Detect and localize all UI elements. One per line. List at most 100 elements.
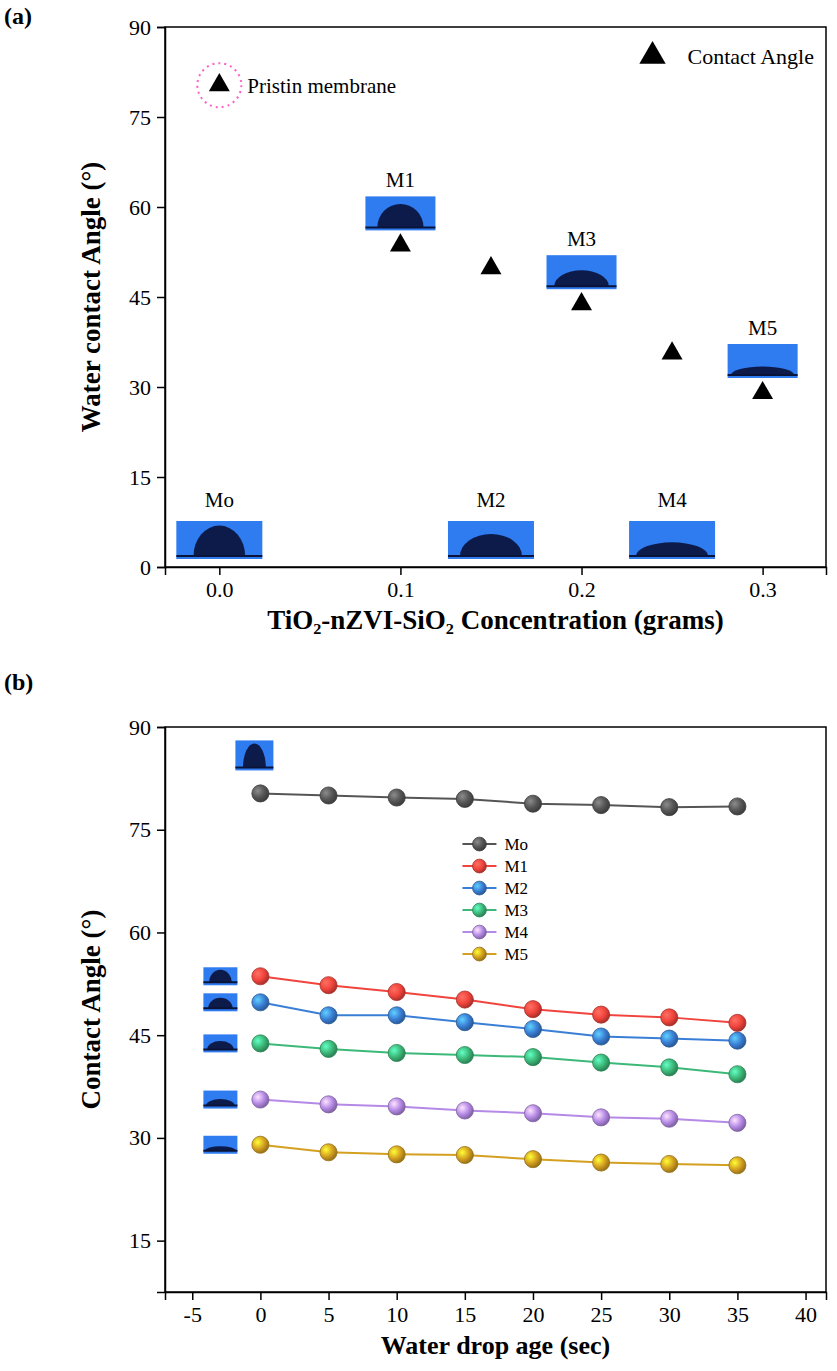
data-point (320, 1096, 337, 1113)
x-tick-mark (328, 1292, 330, 1300)
data-point (388, 789, 405, 806)
y-tick-label: 30 (129, 375, 151, 400)
droplet-background (203, 993, 237, 1011)
y-tick-mark (157, 387, 165, 389)
droplet-shape (731, 367, 794, 375)
droplet-image (203, 967, 237, 985)
droplet-images (203, 740, 273, 1153)
droplet-image (235, 740, 273, 770)
y-tick: 90 (129, 715, 165, 740)
point-label: M4 (657, 488, 687, 512)
droplet-background (629, 521, 715, 559)
legend-marker (473, 881, 487, 895)
droplet-image (547, 255, 617, 289)
data-point (252, 785, 269, 802)
data-point (729, 798, 746, 815)
droplet-shape (377, 204, 423, 227)
y-tick-label: 15 (129, 465, 151, 490)
x-tick-mark (400, 567, 402, 575)
data-point (524, 1001, 541, 1018)
legend-entry: M3 (462, 901, 528, 920)
x-tick-mark (192, 1292, 194, 1300)
droplet-surface (448, 555, 534, 557)
droplet-shape (208, 998, 232, 1008)
droplet-shape (194, 526, 246, 556)
data-point (729, 1014, 746, 1031)
y-tick: 75 (129, 105, 165, 130)
data-point (662, 341, 683, 359)
data-point (571, 292, 592, 310)
legend-marker (473, 859, 487, 873)
droplet-surface (176, 555, 262, 557)
droplet-shape (460, 534, 522, 556)
x-tick-label: 0.0 (206, 577, 234, 602)
data-point (729, 1066, 746, 1083)
highlight-circle (197, 63, 241, 107)
y-axis: 153045607590 (129, 715, 166, 1293)
y-tick: 90 (129, 15, 165, 40)
droplet-background (547, 255, 617, 289)
data-point (456, 1102, 473, 1119)
data-point (661, 1030, 678, 1047)
x-tick: 0.1 (387, 567, 415, 602)
x-tick-mark (601, 1292, 603, 1300)
y-tick-label: 75 (129, 105, 151, 130)
y-tick-label: 15 (129, 1228, 151, 1253)
panel-label: (a) (4, 3, 32, 29)
droplet-background (203, 1091, 237, 1109)
legend-marker (473, 925, 487, 939)
x-tick-mark (737, 1292, 739, 1300)
y-axis-title: Contact Angle (°) (76, 910, 106, 1110)
droplet-image (448, 521, 534, 559)
x-tick-mark (465, 1292, 467, 1300)
data-point (209, 73, 230, 91)
y-tick-mark (157, 932, 165, 934)
annotation: Pristin membrane (247, 74, 396, 98)
data-point (661, 1110, 678, 1127)
legend-label: M1 (504, 857, 528, 876)
legend: Contact Angle (639, 41, 814, 69)
legend-marker (473, 947, 487, 961)
legend-marker (639, 41, 665, 64)
droplet-background (203, 967, 237, 985)
y-tick-label: 60 (129, 920, 151, 945)
x-tick-label: 15 (454, 1302, 476, 1327)
x-axis: -50510152025303540 (166, 1292, 827, 1327)
data-point (661, 799, 678, 816)
y-tick-label: 45 (129, 1023, 151, 1048)
droplet-surface (728, 374, 798, 376)
data-point (456, 1046, 473, 1063)
plot-frame (165, 727, 826, 1292)
y-tick-label: 0 (140, 555, 151, 580)
x-tick: 0.2 (568, 567, 596, 602)
legend-entry: M5 (462, 945, 528, 964)
x-axis-line (166, 568, 827, 576)
data-marks (209, 73, 773, 399)
y-axis-title: Water contact Angle (°) (76, 162, 106, 433)
data-point (593, 1109, 610, 1126)
data-point (388, 983, 405, 1000)
droplet-surface (203, 1105, 237, 1107)
y-tick: 45 (129, 1023, 165, 1048)
x-tick: 5 (324, 1292, 335, 1327)
droplet-shape (636, 542, 708, 556)
x-tick-label: 5 (324, 1302, 335, 1327)
panel-label: (b) (4, 669, 33, 695)
legend-entry: M2 (462, 879, 528, 898)
x-tick-mark (396, 1292, 398, 1300)
x-tick: 15 (454, 1292, 476, 1327)
x-tick-label: 25 (591, 1302, 613, 1327)
x-axis-title: Water drop age (sec) (381, 1331, 610, 1360)
x-axis: 0.00.10.20.3 (166, 567, 827, 602)
y-tick-mark (157, 297, 165, 299)
droplet-image (203, 1034, 237, 1052)
y-tick-mark (157, 27, 165, 29)
droplet-background (448, 521, 534, 559)
data-point (729, 1032, 746, 1049)
data-point (388, 1146, 405, 1163)
legend-entry: Mo (462, 835, 528, 854)
x-tick-mark (260, 1292, 262, 1300)
x-tick: 0.0 (206, 567, 234, 602)
x-tick-mark (805, 1292, 807, 1300)
data-point (524, 1020, 541, 1037)
